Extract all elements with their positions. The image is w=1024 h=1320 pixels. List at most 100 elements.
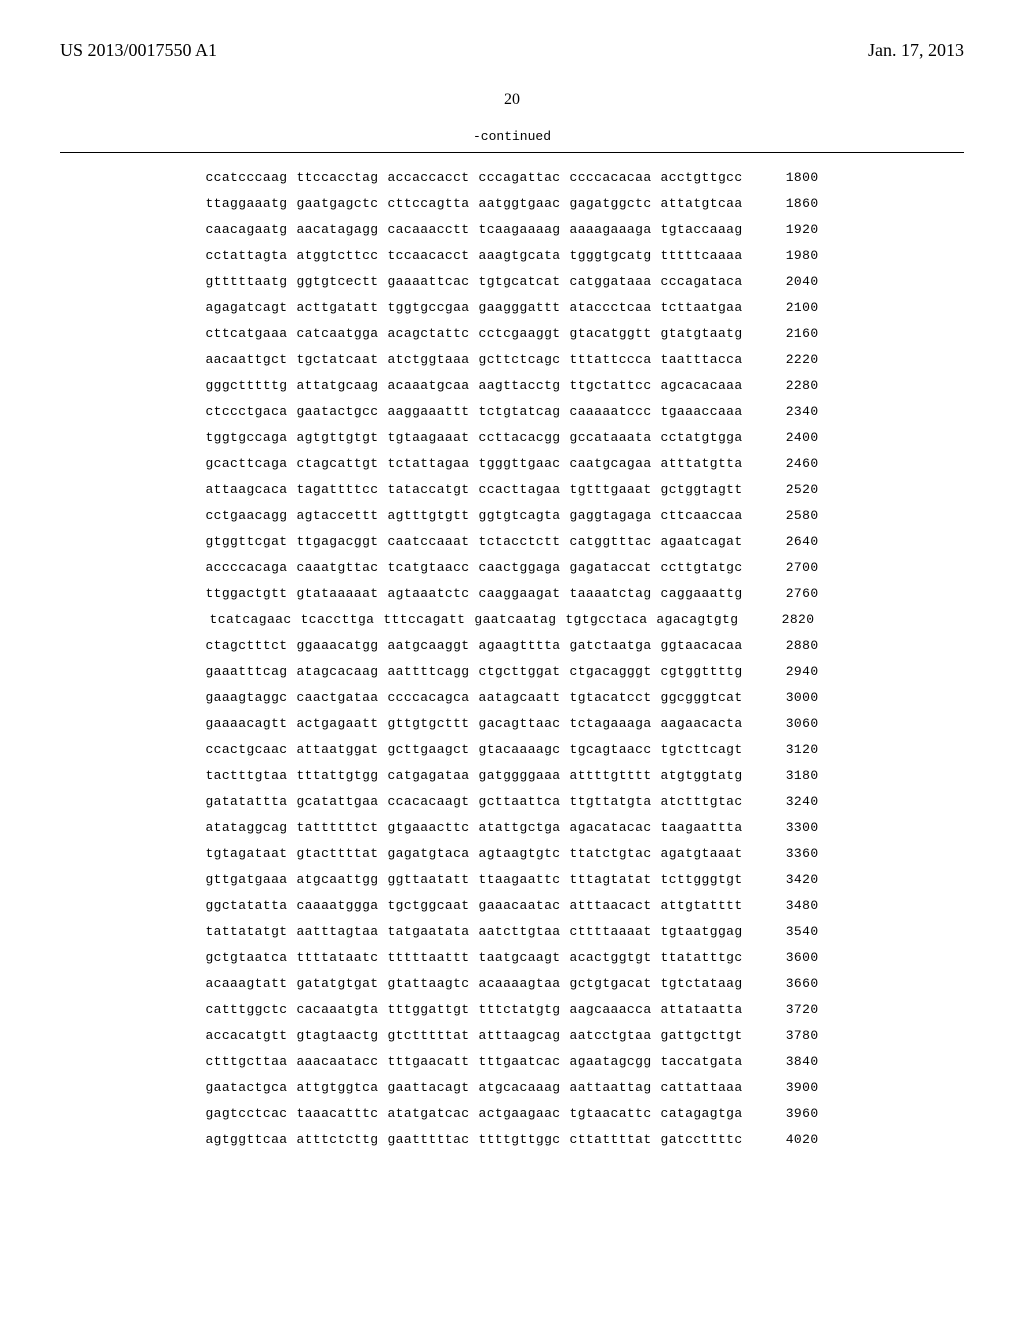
sequence-position: 2760	[771, 587, 819, 600]
sequence-group: cccagattac	[479, 171, 561, 184]
sequence-group: agtttgtgtt	[387, 509, 469, 522]
sequence-group: gagtcctcac	[205, 1107, 287, 1120]
sequence-group: aagcaaacca	[570, 1003, 652, 1016]
sequence-row: tactttgtaatttattgtggcatgagataagatggggaaa…	[60, 769, 964, 782]
sequence-group: agatgtaaat	[661, 847, 743, 860]
sequence-groups: ttaggaaatggaatgagctccttccagttaaatggtgaac…	[205, 197, 742, 210]
sequence-group: tattatatgt	[205, 925, 287, 938]
sequence-groups: atataggcagtattttttctgtgaaacttcatattgctga…	[205, 821, 742, 834]
sequence-group: ttggactgtt	[205, 587, 287, 600]
sequence-group: atctttgtac	[661, 795, 743, 808]
sequence-group: aatcttgtaa	[479, 925, 561, 938]
sequence-group: caaggaagat	[479, 587, 561, 600]
sequence-group: ctagctttct	[205, 639, 287, 652]
sequence-group: ccacacaagt	[387, 795, 469, 808]
sequence-groups: gagtcctcactaaacatttcatatgatcacactgaagaac…	[205, 1107, 742, 1120]
sequence-group: tcatgtaacc	[387, 561, 469, 574]
sequence-group: caactgataa	[296, 691, 378, 704]
sequence-group: ttatatttgc	[661, 951, 743, 964]
sequence-group: cttcatgaaa	[205, 327, 287, 340]
sequence-position: 3900	[771, 1081, 819, 1094]
sequence-group: gaatactgcc	[296, 405, 378, 418]
sequence-group: catcaatgga	[296, 327, 378, 340]
sequence-group: taatgcaagt	[479, 951, 561, 964]
sequence-group: gtattaagtc	[387, 977, 469, 990]
sequence-groups: ggctatattacaaaatgggatgctggcaatgaaacaatac…	[205, 899, 742, 912]
sequence-group: tcttaatgaa	[661, 301, 743, 314]
sequence-group: tgggttgaac	[479, 457, 561, 470]
sequence-group: tgctggcaat	[387, 899, 469, 912]
sequence-group: ggtaacacaa	[661, 639, 743, 652]
sequence-group: aaggaaattt	[387, 405, 469, 418]
sequence-group: cctcgaaggt	[479, 327, 561, 340]
sequence-group: attatgcaag	[296, 379, 378, 392]
sequence-group: atttatgtta	[661, 457, 743, 470]
sequence-group: ggcgggtcat	[661, 691, 743, 704]
sequence-group: tttgaacatt	[387, 1055, 469, 1068]
sequence-group: cccagataca	[661, 275, 743, 288]
sequence-position: 3360	[771, 847, 819, 860]
sequence-group: atgtggtatg	[661, 769, 743, 782]
sequence-group: attatgtcaa	[661, 197, 743, 210]
sequence-groups: attaagcacatagattttcctataccatgtccacttagaa…	[205, 483, 742, 496]
sequence-group: agagatcagt	[205, 301, 287, 314]
sequence-groups: ccatcccaagttccacctagaccaccacctcccagattac…	[205, 171, 742, 184]
sequence-group: gcacttcaga	[205, 457, 287, 470]
sequence-group: gaaagtaggc	[205, 691, 287, 704]
sequence-group: ttaggaaatg	[205, 197, 287, 210]
sequence-group: tgcagtaacc	[570, 743, 652, 756]
sequence-groups: gtggttcgatttgagacggtcaatccaaattctacctctt…	[205, 535, 742, 548]
sequence-group: cctgaacagg	[205, 509, 287, 522]
sequence-group: atagcacaag	[296, 665, 378, 678]
sequence-group: agaagtttta	[479, 639, 561, 652]
sequence-groups: ttggactgttgtataaaaatagtaaatctccaaggaagat…	[205, 587, 742, 600]
sequence-group: cacaaacctt	[387, 223, 469, 236]
sequence-position: 2280	[771, 379, 819, 392]
sequence-group: tgtacatcct	[570, 691, 652, 704]
sequence-groups: acaaagtattgatatgtgatgtattaagtcacaaaagtaa…	[205, 977, 742, 990]
sequence-position: 3600	[771, 951, 819, 964]
sequence-group: tttccagatt	[383, 613, 465, 626]
sequence-groups: ctagctttctggaaacatggaatgcaaggtagaagtttta…	[205, 639, 742, 652]
sequence-group: ggctatatta	[205, 899, 287, 912]
sequence-row: tgtagataatgtacttttatgagatgtacaagtaagtgtc…	[60, 847, 964, 860]
sequence-groups: gaatactgcaattgtggtcagaattacagtatgcacaaag…	[205, 1081, 742, 1094]
sequence-group: gatccttttc	[661, 1133, 743, 1146]
sequence-group: gcttaattca	[479, 795, 561, 808]
sequence-group: gatctaatga	[570, 639, 652, 652]
sequence-position: 2880	[771, 639, 819, 652]
sequence-groups: tgtagataatgtacttttatgagatgtacaagtaagtgtc…	[205, 847, 742, 860]
sequence-group: accaccacct	[387, 171, 469, 184]
sequence-group: atttaagcag	[479, 1029, 561, 1042]
sequence-position: 2700	[771, 561, 819, 574]
sequence-group: cttccagtta	[387, 197, 469, 210]
sequence-group: tttagtatat	[570, 873, 652, 886]
sequence-group: tgctatcaat	[296, 353, 378, 366]
sequence-groups: gaaagtaggccaactgataaccccacagcaaatagcaatt…	[205, 691, 742, 704]
sequence-group: agtgttgtgt	[296, 431, 378, 444]
sequence-group: aaagtgcata	[479, 249, 561, 262]
sequence-group: tttggattgt	[387, 1003, 469, 1016]
sequence-group: agcacacaaa	[661, 379, 743, 392]
sequence-group: agacagtgtg	[656, 613, 738, 626]
continued-label: -continued	[60, 129, 964, 144]
sequence-group: ccccacacaa	[570, 171, 652, 184]
sequence-group: acaaatgcaa	[387, 379, 469, 392]
sequence-group: ataccctcaa	[570, 301, 652, 314]
sequence-row: accccacagacaaatgttactcatgtaacccaactggaga…	[60, 561, 964, 574]
sequence-group: tgtaccaaag	[661, 223, 743, 236]
sequence-group: gtgaaacttc	[387, 821, 469, 834]
sequence-group: ccttgtatgc	[661, 561, 743, 574]
sequence-group: tactttgtaa	[205, 769, 287, 782]
sequence-row: ctagctttctggaaacatggaatgcaaggtagaagtttta…	[60, 639, 964, 652]
sequence-group: ctagcattgt	[296, 457, 378, 470]
sequence-row: ttaggaaatggaatgagctccttccagttaaatggtgaac…	[60, 197, 964, 210]
sequence-group: ccacttagaa	[479, 483, 561, 496]
sequence-group: catagagtga	[661, 1107, 743, 1120]
sequence-group: cattattaaa	[661, 1081, 743, 1094]
sequence-group: tttttaattt	[387, 951, 469, 964]
sequence-group: gcttgaagct	[387, 743, 469, 756]
sequence-group: gagatgtaca	[387, 847, 469, 860]
sequence-row: cttcatgaaacatcaatggaacagctattccctcgaaggt…	[60, 327, 964, 340]
sequence-group: tatgaatata	[387, 925, 469, 938]
